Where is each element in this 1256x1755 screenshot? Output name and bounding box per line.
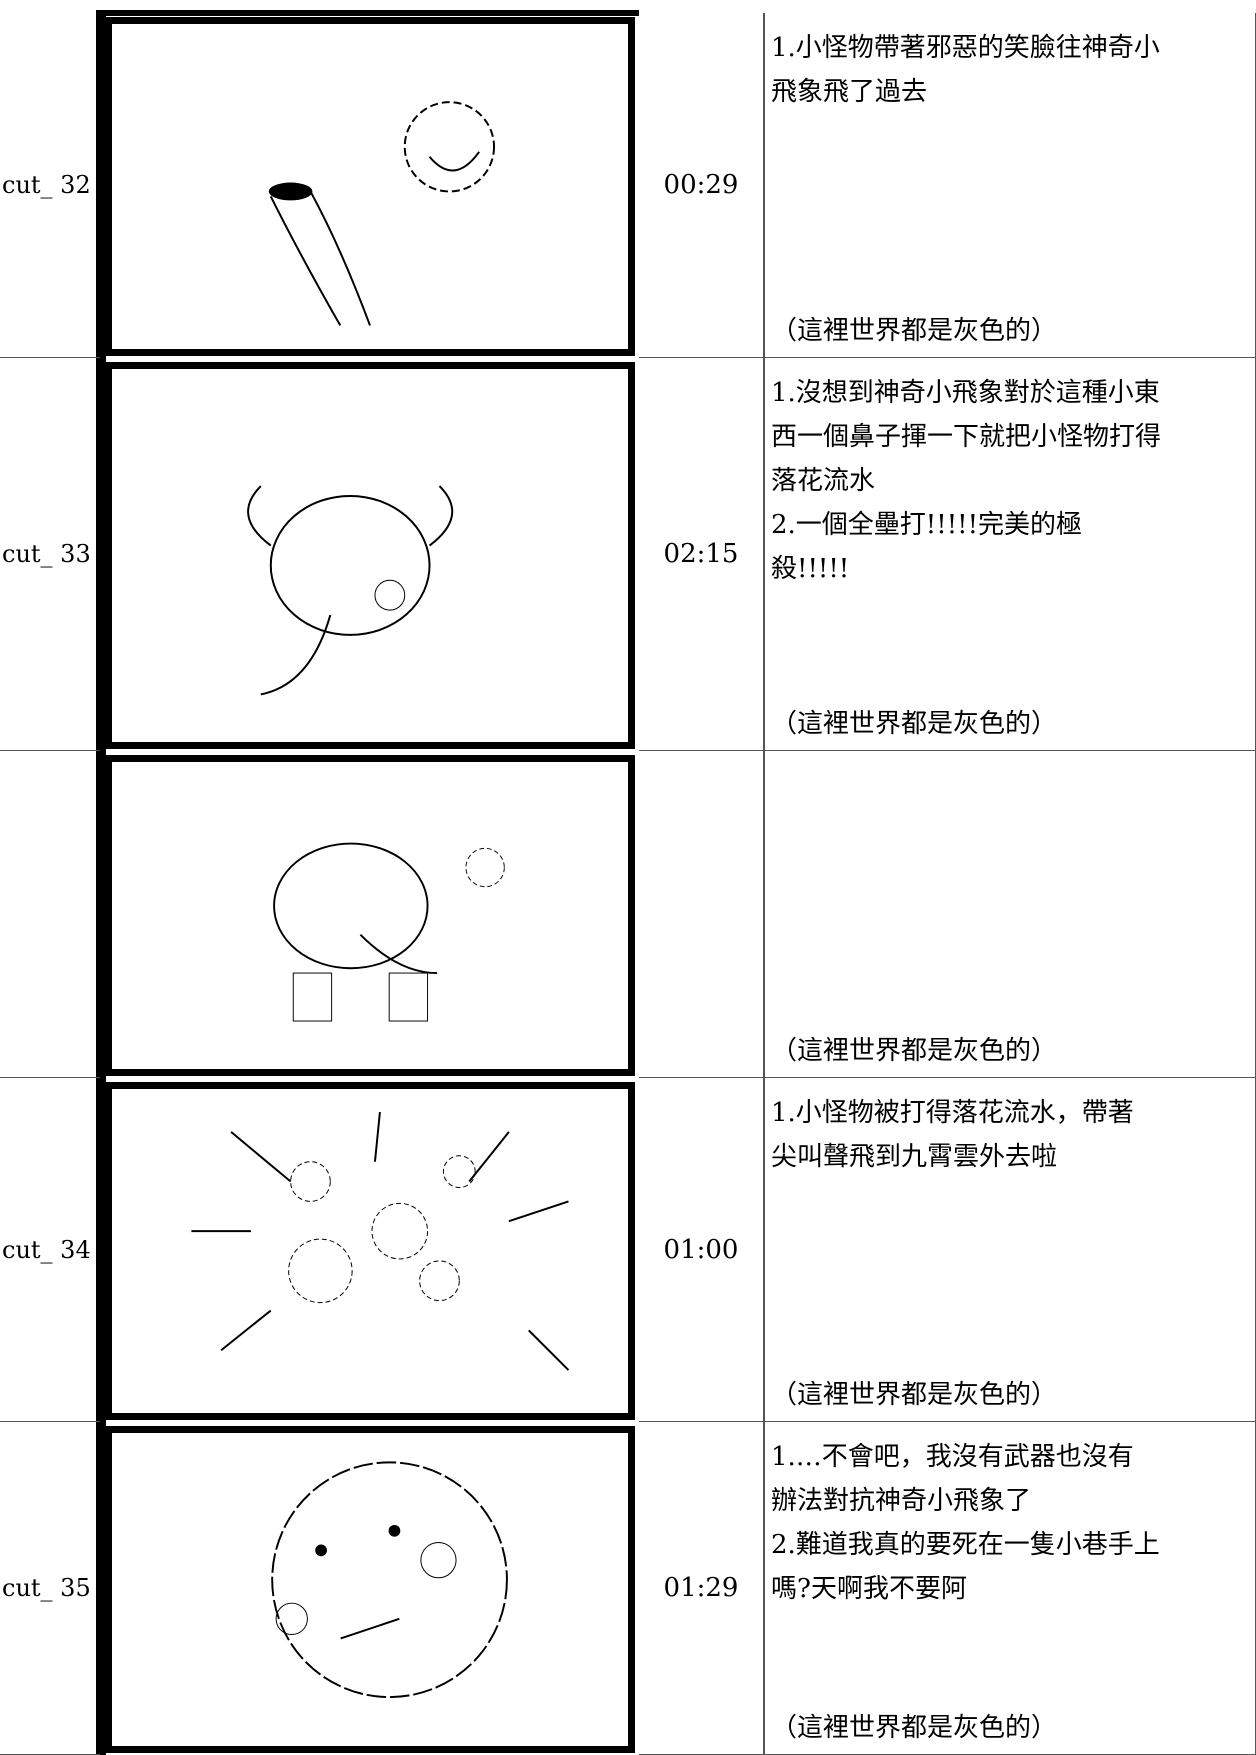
note-line: 尖叫聲飛到九霄雲外去啦 xyxy=(771,1142,1058,1172)
cut-label: cut_ 34 xyxy=(0,1078,100,1422)
world-note: （這裡世界都是灰色的） xyxy=(771,1713,1058,1743)
note-line: 2.難道我真的要死在一隻小巷手上 xyxy=(771,1530,1160,1560)
world-note: （這裡世界都是灰色的） xyxy=(771,1380,1058,1410)
duration: 02:15 xyxy=(639,358,764,751)
world-note: （這裡世界都是灰色的） xyxy=(771,316,1058,346)
note-line: 飛象飛了過去 xyxy=(771,77,928,107)
note-line: 落花流水 xyxy=(771,466,876,496)
note-line: 辦法對抗神奇小飛象了 xyxy=(771,1486,1032,1516)
cut-label: cut_ 33 xyxy=(0,358,100,751)
note-line: 1.小怪物被打得落花流水，帶著 xyxy=(771,1098,1134,1128)
note-line: 嗎?天啊我不要阿 xyxy=(771,1574,967,1604)
duration: 00:29 xyxy=(639,13,764,358)
note-line: 1.小怪物帶著邪惡的笑臉往神奇小 xyxy=(771,33,1160,63)
sketch xyxy=(273,842,505,1022)
notes-cell: 1.小怪物被打得落花流水，帶著 尖叫聲飛到九霄雲外去啦 （這裡世界都是灰色的） xyxy=(764,1078,1256,1422)
world-note: （這裡世界都是灰色的） xyxy=(771,709,1058,739)
storyboard-frame xyxy=(105,17,635,356)
note-line: 2.一個全壘打!!!!!完美的極 xyxy=(771,510,1083,540)
duration xyxy=(639,751,764,1078)
film-strip-top xyxy=(100,10,639,16)
notes-cell: 1.小怪物帶著邪惡的笑臉往神奇小 飛象飛了過去 （這裡世界都是灰色的） xyxy=(764,13,1256,358)
sketch xyxy=(191,1111,570,1371)
cut-label: cut_ 32 xyxy=(0,13,100,358)
note-line: 殺!!!!! xyxy=(771,554,850,584)
note-line: 1.沒想到神奇小飛象對於這種小東 xyxy=(771,378,1160,408)
storyboard-frame xyxy=(105,1426,635,1753)
note-line: 1.…不會吧，我沒有武器也沒有 xyxy=(771,1442,1134,1472)
storyboard-frame xyxy=(105,1082,635,1420)
notes-cell: 1.沒想到神奇小飛象對於這種小東 西一個鼻子揮一下就把小怪物打得 落花流水 2.一個全… xyxy=(764,358,1256,751)
cut-label: cut_ 35 xyxy=(0,1422,100,1755)
sketch xyxy=(268,101,496,326)
sketch xyxy=(271,1461,508,1699)
duration: 01:29 xyxy=(639,1422,764,1755)
storyboard-frame xyxy=(105,755,635,1076)
storyboard-frame xyxy=(105,362,635,749)
film-strip xyxy=(96,10,106,1755)
world-note: （這裡世界都是灰色的） xyxy=(771,1036,1058,1066)
duration: 01:00 xyxy=(639,1078,764,1422)
cut-label xyxy=(0,751,100,1078)
note-line: 西一個鼻子揮一下就把小怪物打得 xyxy=(771,422,1162,452)
sketch xyxy=(247,485,454,696)
notes-cell: 1.…不會吧，我沒有武器也沒有 辦法對抗神奇小飛象了 2.難道我真的要死在一隻小巷手… xyxy=(764,1422,1256,1755)
notes-cell: （這裡世界都是灰色的） xyxy=(764,751,1256,1078)
